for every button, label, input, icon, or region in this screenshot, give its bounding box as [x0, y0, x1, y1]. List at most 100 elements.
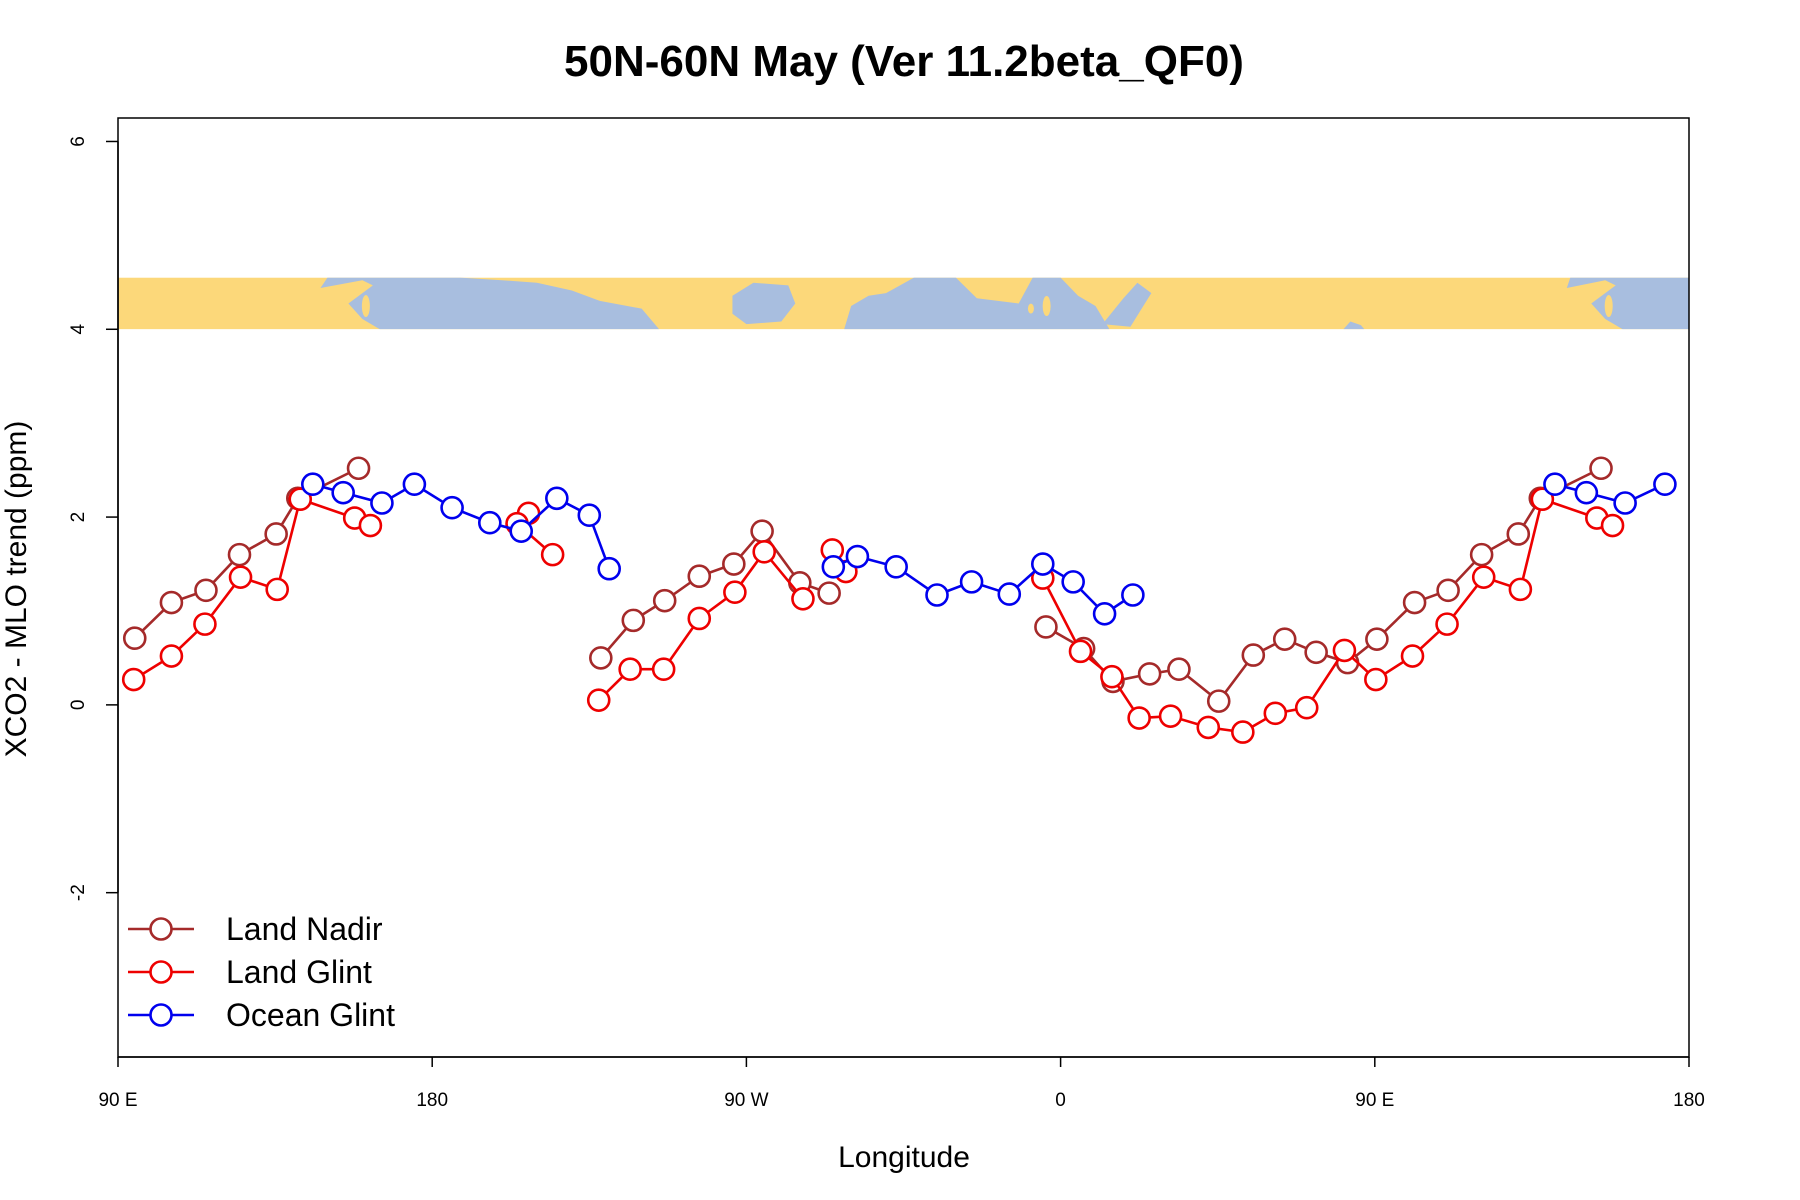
data-point: [1241, 643, 1266, 667]
data-point: [1263, 701, 1288, 726]
data-point: [370, 491, 394, 515]
data-point: [1543, 472, 1567, 497]
chart-title: 50N-60N May (Ver 11.2beta_QF0): [564, 37, 1244, 86]
y-axis: -2 0 2 4 6: [68, 136, 119, 901]
data-point: [1068, 639, 1093, 664]
data-point: [1034, 615, 1058, 639]
y-axis-label: XCO2 - MLO trend (ppm): [0, 421, 33, 758]
data-point: [723, 580, 747, 604]
map-land: [1042, 296, 1051, 317]
data-point: [1206, 689, 1231, 713]
data-point: [1364, 667, 1388, 692]
data-point: [1158, 704, 1183, 728]
y-tick-label: 0: [68, 700, 89, 711]
legend: Land Nadir Land Glint Ocean Glint: [128, 911, 395, 1033]
data-point: [791, 586, 815, 611]
data-point: [358, 513, 383, 538]
data-point: [1436, 578, 1460, 603]
data-point: [301, 472, 325, 497]
data-point: [1400, 644, 1425, 668]
data-point: [440, 495, 464, 520]
data-point: [1653, 472, 1677, 497]
x-tick-label: 180: [1673, 1090, 1705, 1111]
map-land: [1604, 295, 1613, 318]
data-point: [121, 667, 146, 692]
legend-item: Land Glint: [128, 954, 372, 990]
x-tick-label: 180: [416, 1090, 448, 1111]
map-land: [361, 295, 370, 318]
data-point: [1589, 456, 1613, 481]
data-point: [1196, 715, 1221, 740]
legend-swatch-marker: [149, 917, 173, 941]
data-point: [159, 590, 184, 615]
data-point: [1332, 638, 1357, 663]
legend-label: Land Nadir: [226, 911, 383, 947]
data-point: [1127, 706, 1151, 730]
data-point: [1574, 480, 1599, 505]
data-point: [1469, 542, 1494, 567]
data-point: [1304, 640, 1328, 665]
map-ocean: [844, 277, 1110, 330]
data-point: [1092, 601, 1117, 626]
data-point: [159, 644, 184, 668]
data-point: [722, 552, 746, 576]
data-point: [687, 564, 712, 589]
data-point: [193, 612, 217, 636]
data-point: [1365, 627, 1389, 651]
data-point: [228, 565, 253, 589]
data-point: [997, 582, 1022, 606]
data-point: [331, 480, 355, 505]
data-point: [1402, 590, 1427, 615]
data-point: [1061, 570, 1085, 594]
data-point: [821, 555, 846, 579]
data-point: [1508, 577, 1533, 602]
data-point: [651, 657, 676, 681]
series-line: [1554, 482, 1666, 505]
series-ocean-glint: [301, 472, 1677, 626]
y-tick-label: 2: [68, 512, 89, 523]
legend-swatch-marker: [149, 1003, 173, 1027]
data-point: [621, 608, 646, 633]
legend-item: Ocean Glint: [128, 997, 395, 1033]
data-point: [122, 626, 147, 651]
data-point: [509, 519, 534, 543]
map-ocean: [1343, 321, 1365, 330]
data-point: [577, 503, 602, 527]
data-point: [687, 606, 712, 631]
data-point: [750, 519, 774, 543]
y-tick-label: 4: [68, 324, 89, 335]
series-layer: [121, 456, 1677, 744]
x-axis-label: Longitude: [838, 1141, 970, 1174]
data-point: [1613, 491, 1637, 515]
data-point: [346, 456, 371, 481]
data-point: [1137, 662, 1162, 686]
data-point: [288, 487, 313, 512]
data-point: [265, 577, 289, 602]
x-axis: 90 E 180 90 W 0 90 E 180: [98, 1056, 1705, 1111]
map-ocean: [1566, 277, 1689, 330]
data-point: [545, 486, 569, 511]
map-ocean: [1102, 282, 1152, 327]
data-point: [959, 570, 984, 594]
data-point: [1030, 552, 1055, 576]
data-point: [1600, 513, 1625, 538]
data-point: [925, 583, 949, 607]
series-land-glint: [121, 487, 1625, 744]
legend-label: Ocean Glint: [226, 997, 395, 1033]
legend-swatch-marker: [149, 960, 173, 984]
data-point: [402, 472, 427, 497]
map-land: [1027, 303, 1034, 314]
data-point: [1471, 565, 1496, 589]
data-point: [1272, 627, 1297, 651]
map-ocean: [732, 282, 796, 325]
data-point: [194, 578, 218, 603]
series-line: [832, 555, 1134, 616]
data-point: [1530, 487, 1555, 512]
y-tick-label: 6: [68, 136, 89, 147]
data-point: [1100, 664, 1124, 689]
data-point: [817, 581, 841, 605]
legend-item: Land Nadir: [128, 911, 383, 947]
data-point: [1121, 583, 1145, 607]
y-tick-label: -2: [68, 884, 89, 901]
